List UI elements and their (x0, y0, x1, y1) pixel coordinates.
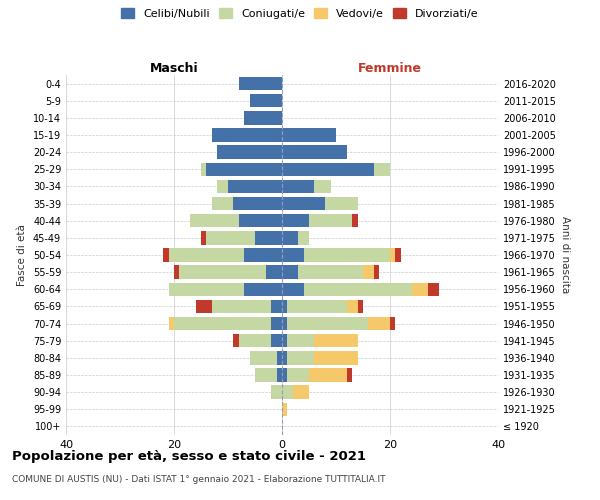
Bar (201, 162, 206, 176)
Bar (277, 351, 282, 364)
Bar (169, 282, 244, 296)
Bar (271, 386, 282, 399)
Bar (206, 162, 282, 176)
Bar (314, 180, 331, 193)
Bar (282, 266, 298, 279)
Bar (325, 197, 358, 210)
Bar (233, 197, 282, 210)
Bar (282, 317, 287, 330)
Bar (282, 334, 287, 347)
Bar (347, 300, 358, 313)
Bar (287, 317, 368, 330)
Y-axis label: Fasce di età: Fasce di età (17, 224, 27, 286)
Bar (169, 248, 244, 262)
Bar (282, 146, 347, 159)
Bar (287, 368, 309, 382)
Bar (368, 317, 390, 330)
Bar (169, 317, 174, 330)
Bar (298, 266, 363, 279)
Bar (244, 282, 282, 296)
Bar (212, 197, 233, 210)
Bar (363, 266, 374, 279)
Bar (250, 351, 277, 364)
Bar (271, 334, 282, 347)
Bar (163, 248, 169, 262)
Bar (212, 300, 271, 313)
Bar (179, 266, 266, 279)
Text: Maschi: Maschi (149, 62, 199, 75)
Bar (174, 317, 271, 330)
Bar (412, 282, 428, 296)
Bar (196, 300, 212, 313)
Bar (282, 351, 287, 364)
Text: COMUNE DI AUSTIS (NU) - Dati ISTAT 1° gennaio 2021 - Elaborazione TUTTITALIA.IT: COMUNE DI AUSTIS (NU) - Dati ISTAT 1° ge… (12, 475, 386, 484)
Bar (282, 368, 287, 382)
Bar (374, 162, 390, 176)
Bar (347, 368, 352, 382)
Text: Popolazione per età, sesso e stato civile - 2021: Popolazione per età, sesso e stato civil… (12, 450, 366, 463)
Bar (358, 300, 363, 313)
Bar (255, 231, 282, 244)
Bar (287, 300, 347, 313)
Bar (277, 368, 282, 382)
Bar (282, 180, 314, 193)
Bar (201, 231, 206, 244)
Bar (314, 351, 358, 364)
Bar (239, 214, 282, 228)
Bar (266, 266, 282, 279)
Bar (304, 282, 412, 296)
Bar (428, 282, 439, 296)
Bar (217, 146, 282, 159)
Bar (298, 231, 309, 244)
Bar (239, 334, 271, 347)
Bar (244, 248, 282, 262)
Bar (217, 180, 228, 193)
Bar (239, 77, 282, 90)
Bar (309, 368, 347, 382)
Bar (250, 94, 282, 108)
Bar (282, 197, 325, 210)
Bar (282, 282, 304, 296)
Bar (282, 300, 287, 313)
Legend: Celibi/Nubili, Coniugati/e, Vedovi/e, Divorziati/e: Celibi/Nubili, Coniugati/e, Vedovi/e, Di… (119, 6, 481, 21)
Bar (287, 334, 314, 347)
Bar (271, 300, 282, 313)
Bar (228, 180, 282, 193)
Bar (293, 386, 309, 399)
Bar (190, 214, 239, 228)
Bar (374, 266, 379, 279)
Text: Femmine: Femmine (358, 62, 422, 75)
Bar (390, 248, 395, 262)
Bar (233, 334, 239, 347)
Bar (395, 248, 401, 262)
Bar (212, 128, 282, 141)
Bar (271, 317, 282, 330)
Bar (206, 231, 255, 244)
Bar (282, 162, 374, 176)
Bar (309, 214, 352, 228)
Bar (282, 128, 336, 141)
Bar (255, 368, 277, 382)
Bar (282, 386, 293, 399)
Bar (282, 402, 287, 416)
Y-axis label: Anni di nascita: Anni di nascita (560, 216, 569, 294)
Bar (282, 248, 304, 262)
Bar (244, 111, 282, 124)
Bar (282, 214, 309, 228)
Bar (282, 231, 298, 244)
Bar (304, 248, 390, 262)
Bar (287, 351, 314, 364)
Bar (352, 214, 358, 228)
Bar (174, 266, 179, 279)
Bar (390, 317, 395, 330)
Bar (314, 334, 358, 347)
